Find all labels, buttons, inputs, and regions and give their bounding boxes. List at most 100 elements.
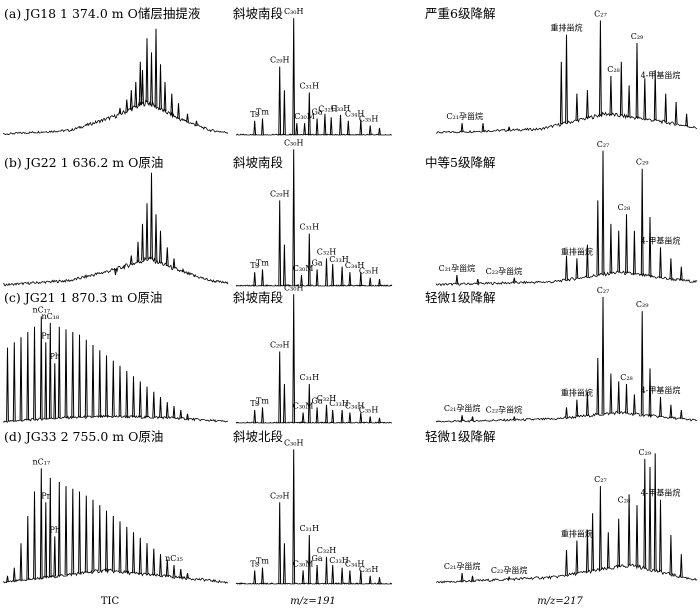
peak-label-a-m191-0: Ts: [250, 110, 259, 119]
peak-c-tic-6: [44, 342, 48, 419]
peak-b-tic-10: [172, 258, 176, 269]
peak-d-m217-10: [627, 494, 631, 566]
peak-label-a-m191-3: C₃₀H: [284, 7, 304, 16]
peak-c-tic-19: [125, 370, 129, 417]
peak-label-c-m191-2: C₂₉H: [270, 341, 290, 350]
peak-d-tic-9: [57, 481, 61, 576]
peak-a-m191-5: [295, 123, 299, 136]
peak-b-tic-4: [141, 223, 144, 261]
panel-a-degradation: 严重6级降解: [425, 6, 495, 21]
peak-b-m191-2: [278, 200, 282, 287]
trace-a-m217: C₂₁孕甾烷 重排甾烷 C₂₇ C₂₈ C₂₉ 4-甲基甾烷: [435, 10, 698, 134]
peak-a-m217-10: [627, 85, 631, 117]
peak-b-m217-8: [609, 223, 613, 274]
peak-d-m191-2: [278, 502, 282, 585]
peak-label-b-m217-0: C₂₁孕甾烷: [439, 263, 476, 273]
peak-label-a-m217-0: C₂₁孕甾烷: [446, 111, 483, 121]
peak-c-m217-11: [633, 394, 636, 415]
peak-label-c-m191-7: C₃₂H: [317, 394, 337, 403]
peak-d-tic-6: [44, 502, 48, 578]
peak-label-b-m191-0: Ts: [250, 261, 259, 270]
peak-c-m191-6: [307, 383, 311, 424]
peak-label-a-m191-10: C₃₅H: [359, 115, 379, 124]
peak-label-c-m191-9: C₃₄H: [345, 402, 365, 411]
peak-d-m191-14: [378, 577, 381, 585]
peak-b-m217-7: [601, 150, 605, 275]
peak-b-tic-1: [123, 264, 126, 267]
peak-d-tic-18: [118, 521, 122, 572]
peak-label-a-m191-6: Ga: [312, 108, 323, 117]
peak-d-m217-4: [575, 540, 579, 574]
peak-a-m191-13: [359, 119, 363, 136]
peak-d-m217-11: [635, 505, 639, 567]
panel-d-title: (d) JG33 2 755.0 m O原油: [4, 429, 163, 444]
peak-c-m217-14: [659, 396, 662, 417]
peak-d-m217-5: [586, 529, 589, 572]
peak-b-tic-11: [181, 267, 185, 273]
peak-c-m191-12: [359, 412, 363, 424]
peak-c-m217-5: [586, 391, 589, 416]
peak-label-c-m217-2: 重排甾烷: [561, 388, 593, 398]
peak-d-m191-4: [292, 449, 296, 585]
peak-d-tic-4: [33, 491, 36, 579]
peak-label-b-m217-4: C₂₈: [618, 203, 631, 212]
peak-label-b-m191-10: C₃₅H: [359, 267, 379, 276]
peak-a-m217-16: [685, 113, 688, 127]
peak-c-tic-22: [145, 386, 149, 418]
peak-a-m191-15: [378, 127, 381, 136]
peak-c-m217-1: [471, 416, 474, 422]
peak-c-tic-25: [165, 402, 169, 418]
peak-a-m217-5: [575, 93, 579, 121]
peak-c-m191-14: [378, 417, 381, 424]
baseline-d-m217: [435, 562, 698, 584]
peak-label-b-m217-3: C₂₇: [597, 140, 610, 149]
peak-a-m217-15: [674, 101, 678, 125]
peak-d-m217-8: [606, 532, 610, 569]
peak-d-tic-16: [105, 510, 108, 571]
peak-d-m217-7: [599, 486, 602, 570]
baseline-d-m191: [235, 582, 393, 585]
peak-d-tic-26: [172, 564, 176, 578]
peak-b-m191-14: [378, 279, 381, 287]
peak-b-tic-8: [159, 230, 162, 264]
peak-c-m217-0: [460, 415, 464, 422]
panel-c-degradation: 轻微1级降解: [425, 290, 495, 305]
panel-d-header: (d) JG33 2 755.0 m O原油 斜坡北段 轻微1级降解: [4, 429, 495, 444]
peak-label-b-m191-3: C₃₀H: [284, 138, 304, 147]
baseline-c-m191: [235, 421, 392, 424]
peak-b-m217-3: [565, 255, 568, 280]
peak-b-m217-13: [648, 216, 652, 277]
peak-label-c-m191-1: Tm: [256, 396, 269, 405]
peak-label-c-tic-0: nC₁₇: [32, 305, 50, 314]
peak-d-tic-20: [132, 532, 135, 574]
peak-label-d-m191-2: C₂₉H: [270, 491, 290, 500]
peak-b-m217-1: [476, 279, 480, 284]
peak-d-m217-9: [617, 518, 621, 568]
peak-c-tic-3: [26, 331, 30, 421]
peak-c-m191-2: [278, 351, 282, 424]
peak-label-d-m191-8: C₃₃H: [329, 556, 349, 565]
baseline-b-m217: [435, 270, 698, 287]
peak-a-m191-4: [292, 18, 296, 136]
peak-b-m217-2: [512, 277, 516, 283]
peak-a-m191-9: [323, 113, 327, 136]
peak-a-m191-7: [307, 92, 311, 136]
peak-d-tic-8: [53, 536, 57, 577]
peak-d-tic-21: [138, 537, 142, 574]
peak-a-m191-14: [368, 125, 372, 136]
peak-c-m217-3: [565, 407, 568, 418]
panel-d-degradation: 轻微1级降解: [425, 429, 495, 444]
peak-c-m217-16: [679, 409, 683, 419]
peak-c-tic-4: [33, 326, 36, 420]
peak-label-c-m217-1: C₂₂孕甾烷: [486, 405, 523, 415]
baseline-a-m217: [435, 111, 698, 134]
peak-a-tic-11: [170, 93, 174, 115]
peak-c-m217-4: [575, 399, 579, 417]
peak-label-b-m217-5: C₂₉: [636, 158, 649, 167]
baseline-c-tic: [2, 414, 229, 423]
peak-a-m217-9: [619, 61, 623, 116]
peak-a-m191-6: [303, 123, 306, 136]
peak-label-b-m191-9: C₃₄H: [345, 261, 365, 270]
peak-c-m191-11: [348, 412, 352, 424]
peak-c-tic-8: [53, 363, 57, 419]
